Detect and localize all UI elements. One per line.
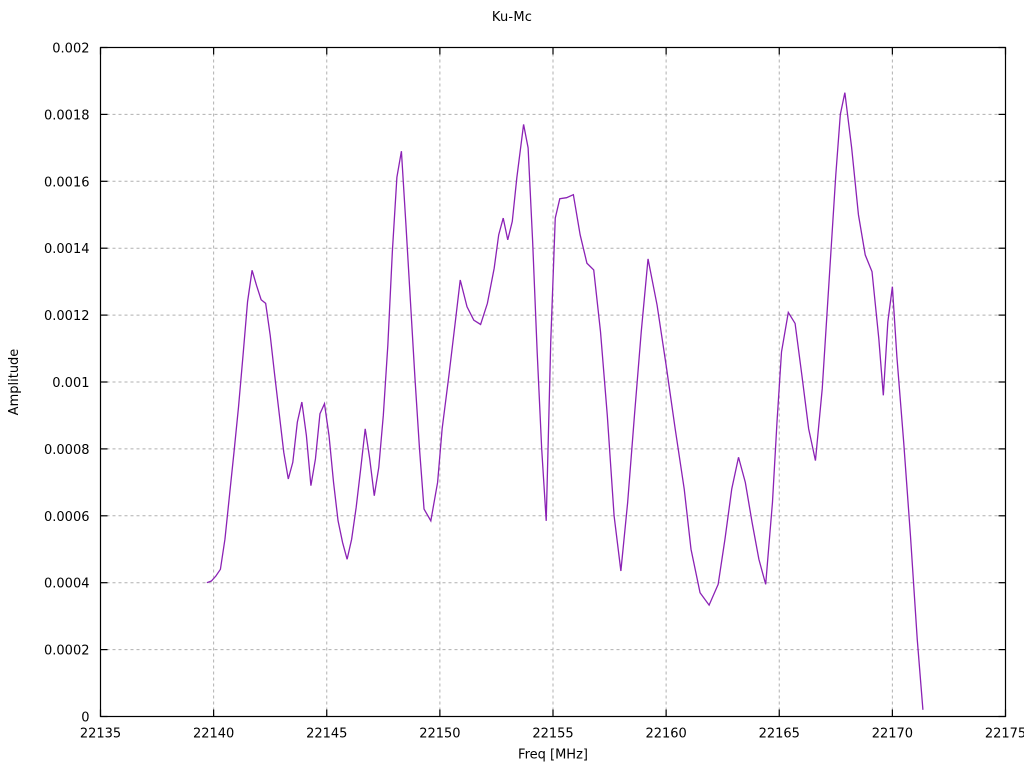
x-axis-title: Freq [MHz] xyxy=(518,748,588,763)
y-tick-label: 0.0008 xyxy=(44,443,90,458)
x-tick-label: 22160 xyxy=(645,727,686,742)
x-tick-label: 22145 xyxy=(306,727,347,742)
y-tick-label: 0.0012 xyxy=(44,309,90,324)
y-tick-label: 0.002 xyxy=(52,42,89,57)
x-tick-label: 22155 xyxy=(532,727,573,742)
chart-title: Ku-Mc xyxy=(491,10,533,25)
x-tick-label: 22135 xyxy=(80,727,121,742)
y-tick-labels: 0 0.0002 0.0004 0.0006 0.0008 0.001 0.0012 0.00… xyxy=(44,42,90,726)
y-axis-title: Amplitude xyxy=(7,349,22,416)
gridlines xyxy=(100,47,1006,717)
x-tick-label: 22150 xyxy=(419,727,460,742)
y-tick-label: 0 xyxy=(81,711,89,726)
x-tick-label: 22170 xyxy=(872,727,913,742)
y-tick-label: 0.0016 xyxy=(44,175,90,190)
plot-frame xyxy=(99,46,1007,718)
x-tick-label: 22165 xyxy=(759,727,800,742)
y-tick-label: 0.0004 xyxy=(44,577,90,592)
y-tick-label: 0.0002 xyxy=(44,644,90,659)
y-tick-label: 0.0018 xyxy=(44,108,90,123)
x-tick-label: 22140 xyxy=(193,727,234,742)
y-tick-label: 0.001 xyxy=(52,376,89,391)
y-tick-label: 0.0014 xyxy=(44,242,90,257)
x-tick-label: 22175 xyxy=(985,727,1024,742)
data-series-line xyxy=(206,92,924,710)
y-tick-label: 0.0006 xyxy=(44,510,90,525)
x-tick-labels: 22135 22140 22145 22150 22155 22160 22165 22170… xyxy=(80,727,1024,742)
